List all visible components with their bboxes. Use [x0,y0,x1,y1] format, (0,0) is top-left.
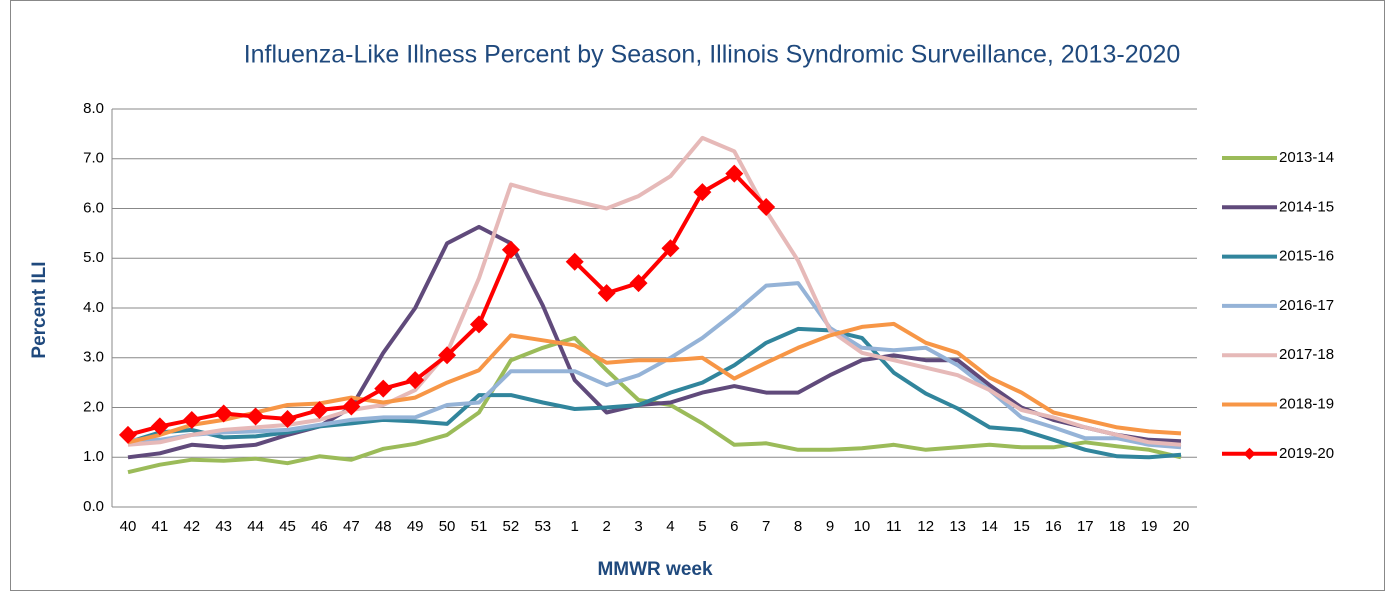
y-tick-label: 0.0 [83,498,104,515]
series-marker [278,409,297,428]
x-tick-label: 12 [917,518,934,535]
x-tick-label: 2 [602,518,610,535]
x-tick-label: 8 [794,518,802,535]
series-line [128,281,1182,450]
y-tick-label: 3.0 [83,349,104,366]
legend-marker [1243,447,1256,460]
x-tick-label: 49 [407,518,424,535]
x-tick-label: 3 [634,518,642,535]
x-tick-label: 17 [1077,518,1094,535]
y-tick-label: 1.0 [83,448,104,465]
series-marker [118,425,137,444]
series-marker [629,274,648,293]
x-tick-label: 9 [826,518,834,535]
y-tick-label: 4.0 [83,299,104,316]
series-marker [693,183,712,202]
x-tick-label: 5 [698,518,706,535]
series-marker [501,240,520,259]
x-tick-label: 11 [886,518,902,535]
series-marker [374,379,393,398]
series-marker [182,410,201,429]
series-marker [310,400,329,419]
x-tick-label: 14 [981,518,998,535]
series-marker [342,397,361,416]
x-tick-label: 46 [311,518,328,535]
chart-title: Influenza-Like Illness Percent by Season… [244,41,1181,69]
x-tick-label: 44 [247,518,264,535]
x-tick-label: 51 [471,518,488,535]
series-marker [438,346,457,365]
x-tick-label: 52 [503,518,520,535]
legend-label: 2016-17 [1279,297,1334,314]
y-tick-label: 2.0 [83,398,104,415]
y-tick-label: 7.0 [83,150,104,167]
legend-label: 2013-14 [1279,149,1334,166]
x-tick-label: 50 [439,518,456,535]
x-tick-label: 47 [343,518,360,535]
series-line [127,135,1182,447]
chart-border [10,0,1385,591]
series-marker [565,252,584,271]
x-tick-label: 20 [1173,518,1190,535]
legend-label: 2015-16 [1279,248,1334,265]
series-marker [246,407,265,426]
legend-label: 2018-19 [1279,395,1334,412]
x-tick-label: 19 [1141,518,1158,535]
x-tick-label: 48 [375,518,392,535]
series-marker [150,417,169,436]
x-tick-label: 45 [279,518,296,535]
y-tick-label: 8.0 [83,100,104,117]
x-tick-label: 18 [1109,518,1126,535]
legend-label: 2014-15 [1279,198,1334,215]
y-tick-label: 5.0 [83,249,104,266]
series-marker [406,371,425,390]
x-tick-label: 1 [571,518,579,535]
x-tick-label: 16 [1045,518,1062,535]
series-line [127,321,1182,445]
x-tick-label: 7 [762,518,770,535]
x-tick-label: 13 [949,518,966,535]
x-tick-label: 6 [730,518,738,535]
y-axis-title: Percent ILI [29,261,50,358]
x-tick-label: 41 [152,518,169,535]
x-tick-label: 53 [534,518,551,535]
y-tick-label: 6.0 [83,199,104,216]
legend-label: 2017-18 [1279,346,1334,363]
series-marker [661,239,680,258]
x-tick-label: 10 [854,518,871,535]
series-marker [725,164,744,183]
x-tick-label: 4 [666,518,674,535]
x-tick-label: 15 [1013,518,1030,535]
x-axis-title: MMWR week [597,559,713,580]
legend-label: 2019-20 [1279,445,1334,462]
x-tick-label: 43 [215,518,232,535]
series-marker [757,198,776,217]
x-tick-label: 42 [183,518,200,535]
series-marker [597,284,616,303]
series-marker [469,315,488,334]
x-tick-label: 40 [120,518,137,535]
series-marker [214,404,233,423]
